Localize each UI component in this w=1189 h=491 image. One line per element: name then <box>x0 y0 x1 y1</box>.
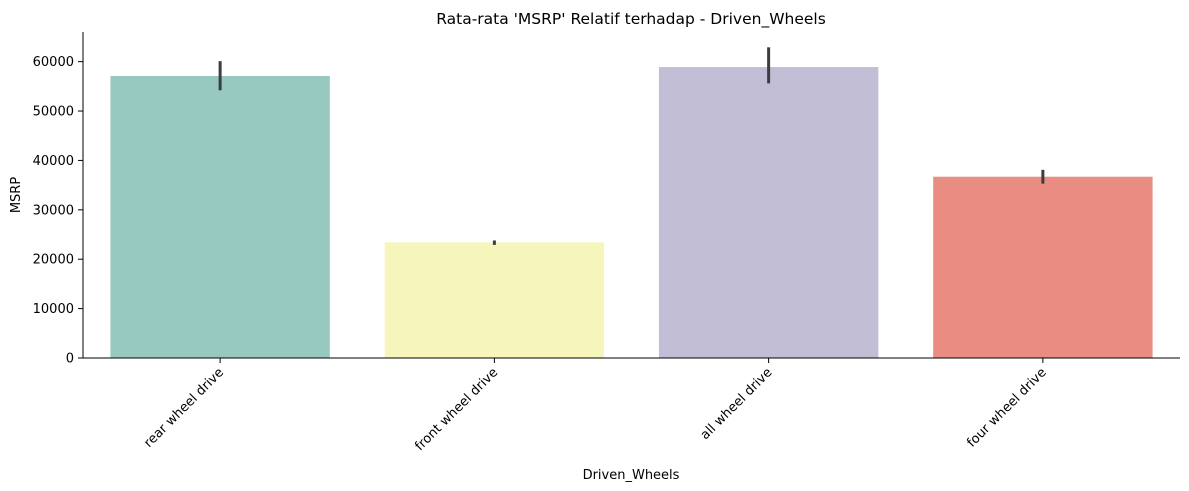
bars <box>110 67 1153 359</box>
x-tick-label: front wheel drive <box>412 365 501 454</box>
x-tick-label: four wheel drive <box>964 365 1049 450</box>
x-tick-label: rear wheel drive <box>141 365 227 451</box>
bar-four-wheel-drive <box>933 176 1153 358</box>
chart-title: Rata-rata 'MSRP' Relatif terhadap - Driv… <box>436 10 826 29</box>
y-tick-label: 20000 <box>33 253 74 268</box>
x-axis-label: Driven_Wheels <box>583 468 680 483</box>
bar-rear-wheel-drive <box>110 75 330 359</box>
y-tick-label: 10000 <box>33 302 74 317</box>
y-tick-label: 50000 <box>33 105 74 120</box>
y-tick-label: 30000 <box>33 203 74 218</box>
x-axis: rear wheel drive front wheel drive all whe… <box>141 358 1050 454</box>
y-axis-label: MSRP <box>9 177 24 214</box>
y-tick-label: 60000 <box>33 55 74 70</box>
x-tick-label: all wheel drive <box>698 365 776 443</box>
y-tick-label: 40000 <box>33 154 74 169</box>
error-bars <box>218 47 1045 245</box>
y-tick-label: 0 <box>66 352 74 367</box>
bar-front-wheel-drive <box>384 242 605 358</box>
y-axis: 0 10000 20000 30000 40000 50000 60000 <box>33 55 83 367</box>
bar-all-wheel-drive <box>658 67 879 358</box>
